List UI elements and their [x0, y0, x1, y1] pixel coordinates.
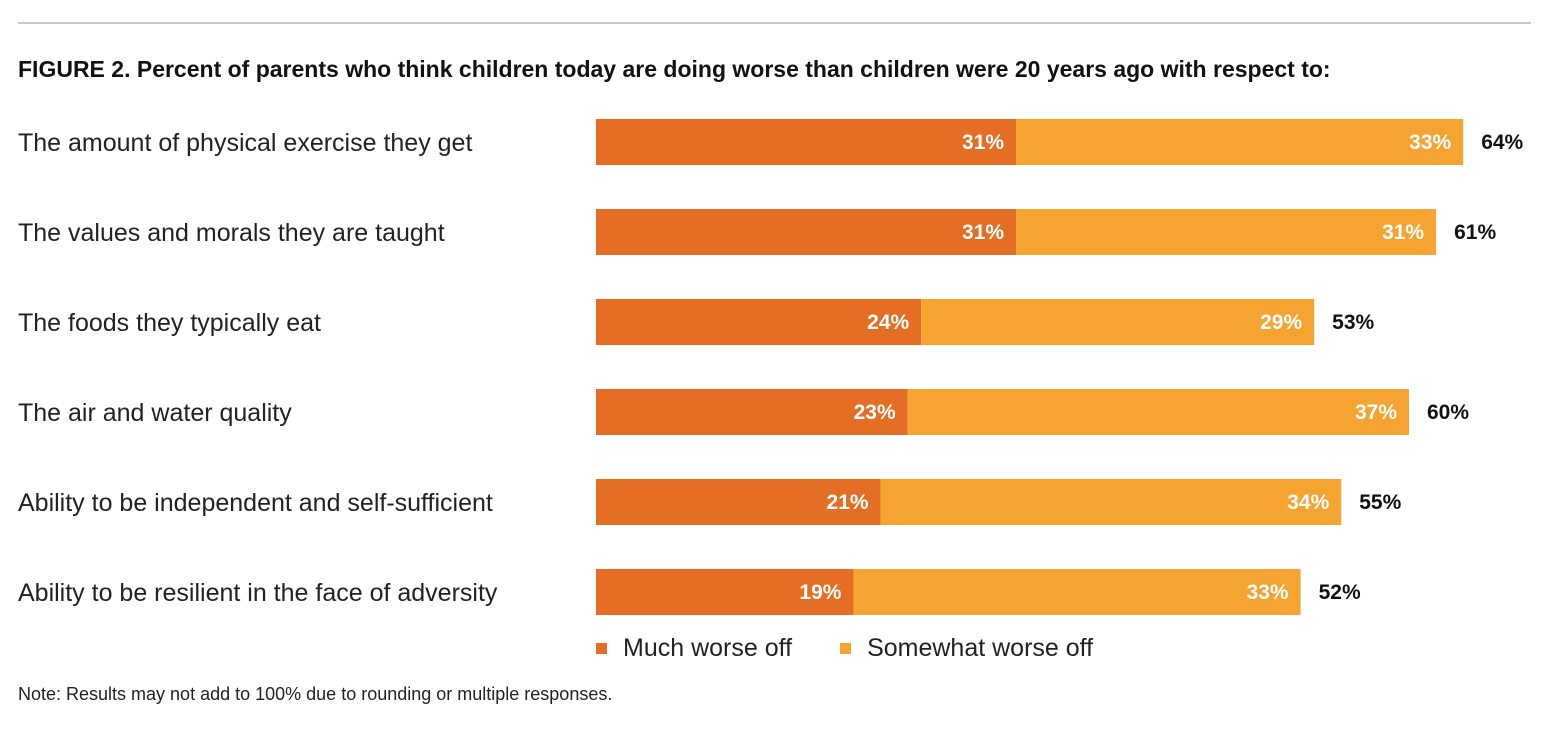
bar-segment-much-worse: [596, 389, 908, 435]
bar-segment-somewhat-worse: [907, 389, 1409, 435]
bar-segment-much-worse: [596, 299, 922, 345]
segment-value-label: 31%: [962, 221, 1004, 244]
segment-value-label: 33%: [1409, 131, 1451, 154]
bar-segment-somewhat-worse: [1016, 119, 1464, 165]
bar-segment-somewhat-worse: [921, 299, 1315, 345]
segment-value-label: 31%: [1382, 221, 1424, 244]
total-value-label: 60%: [1427, 401, 1469, 424]
segment-value-label: 19%: [799, 581, 841, 604]
legend-item-much-worse: Much worse off: [596, 634, 792, 663]
chart-legend: Much worse off Somewhat worse off: [596, 630, 1141, 666]
category-label: The amount of physical exercise they get: [18, 129, 472, 157]
bar-segment-somewhat-worse: [853, 569, 1301, 615]
total-value-label: 52%: [1319, 581, 1361, 604]
total-value-label: 61%: [1454, 221, 1496, 244]
category-label: The values and morals they are taught: [18, 219, 445, 247]
total-value-label: 53%: [1332, 311, 1374, 334]
segment-value-label: 29%: [1260, 311, 1302, 334]
category-label: Ability to be independent and self-suffi…: [18, 489, 493, 517]
segment-value-label: 23%: [854, 401, 896, 424]
total-value-label: 55%: [1359, 491, 1401, 514]
segment-value-label: 31%: [962, 131, 1004, 154]
total-value-label: 64%: [1481, 131, 1523, 154]
segment-value-label: 34%: [1287, 491, 1329, 514]
bar-segment-somewhat-worse: [1016, 209, 1437, 255]
segment-value-label: 33%: [1247, 581, 1289, 604]
category-label: The foods they typically eat: [18, 309, 321, 337]
legend-label-somewhat-worse: Somewhat worse off: [867, 633, 1094, 662]
footnote: Note: Results may not add to 100% due to…: [18, 684, 613, 704]
segment-value-label: 24%: [867, 311, 909, 334]
bar-segment-much-worse: [596, 119, 1017, 165]
category-label: The air and water quality: [18, 399, 292, 427]
legend-label-much-worse: Much worse off: [623, 633, 793, 662]
legend-item-somewhat-worse: Somewhat worse off: [840, 634, 1093, 663]
legend-swatch-somewhat-worse: [840, 642, 852, 654]
legend-swatch-much-worse: [596, 642, 607, 654]
stacked-bar-chart: The amount of physical exercise they get…: [18, 119, 1524, 615]
bar-segment-somewhat-worse: [880, 479, 1342, 525]
bar-segment-much-worse: [596, 479, 881, 525]
top-divider: [18, 22, 1531, 24]
bar-segment-much-worse: [596, 569, 854, 615]
category-label: Ability to be resilient in the face of a…: [18, 579, 498, 607]
segment-value-label: 37%: [1355, 401, 1397, 424]
bar-segment-much-worse: [596, 209, 1017, 255]
figure-title: FIGURE 2. Percent of parents who think c…: [18, 56, 1331, 82]
segment-value-label: 21%: [827, 491, 869, 514]
